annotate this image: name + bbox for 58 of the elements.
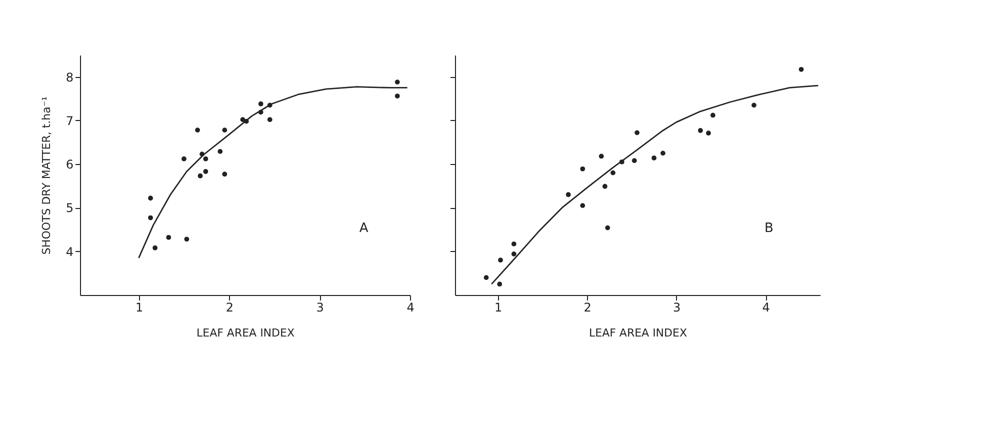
point: [148, 196, 153, 201]
point: [218, 148, 223, 154]
point: [258, 101, 264, 106]
y-axis-title: SHOOTS DRY MATTER, t.ha⁻¹: [40, 96, 53, 255]
point: [566, 192, 571, 198]
point: [752, 102, 756, 108]
point: [698, 128, 703, 133]
point: [605, 225, 610, 230]
x-tick-label: 1: [494, 300, 502, 314]
y-tick-label: 8: [66, 70, 74, 84]
y-tick-label: 7: [66, 114, 74, 128]
point: [706, 130, 711, 136]
point: [798, 66, 804, 72]
point: [394, 80, 400, 84]
x-axis-title: LEAF AREA INDEX: [196, 326, 295, 340]
point: [580, 166, 586, 172]
point: [203, 156, 208, 162]
x-tick-label: 4: [406, 300, 414, 314]
point: [580, 203, 586, 208]
x-tick-label: 2: [226, 300, 234, 314]
point: [394, 94, 400, 98]
point: [610, 170, 616, 176]
point: [652, 156, 656, 160]
point: [632, 158, 637, 164]
point: [148, 215, 153, 220]
annotation: A: [359, 220, 368, 236]
point: [152, 245, 158, 250]
point: [222, 128, 228, 132]
x-axis-title: LEAF AREA INDEX: [589, 326, 688, 340]
point: [634, 130, 640, 136]
x-tick-label: 3: [673, 300, 681, 314]
point: [195, 128, 200, 132]
x-tick-label: 2: [584, 300, 592, 314]
point: [602, 184, 608, 189]
point: [511, 242, 516, 246]
point: [166, 234, 172, 240]
point: [182, 156, 186, 162]
point: [660, 150, 666, 156]
point: [198, 173, 203, 178]
point: [498, 258, 503, 263]
point: [184, 236, 190, 242]
point: [511, 252, 516, 256]
x-tick-label: 4: [762, 300, 770, 314]
y-tick-label: 6: [66, 158, 74, 172]
point: [497, 282, 502, 287]
point: [710, 112, 716, 118]
point: [267, 117, 272, 122]
point: [598, 154, 604, 159]
y-tick-label: 5: [66, 201, 74, 216]
x-tick-label: 3: [316, 300, 324, 314]
line-series: [138, 86, 408, 259]
y-tick-label: 4: [66, 244, 74, 259]
annotation: B: [764, 220, 774, 236]
point: [222, 172, 228, 177]
point: [203, 169, 208, 174]
x-tick-label: 1: [135, 300, 144, 314]
point: [484, 275, 489, 280]
point: [240, 117, 246, 122]
